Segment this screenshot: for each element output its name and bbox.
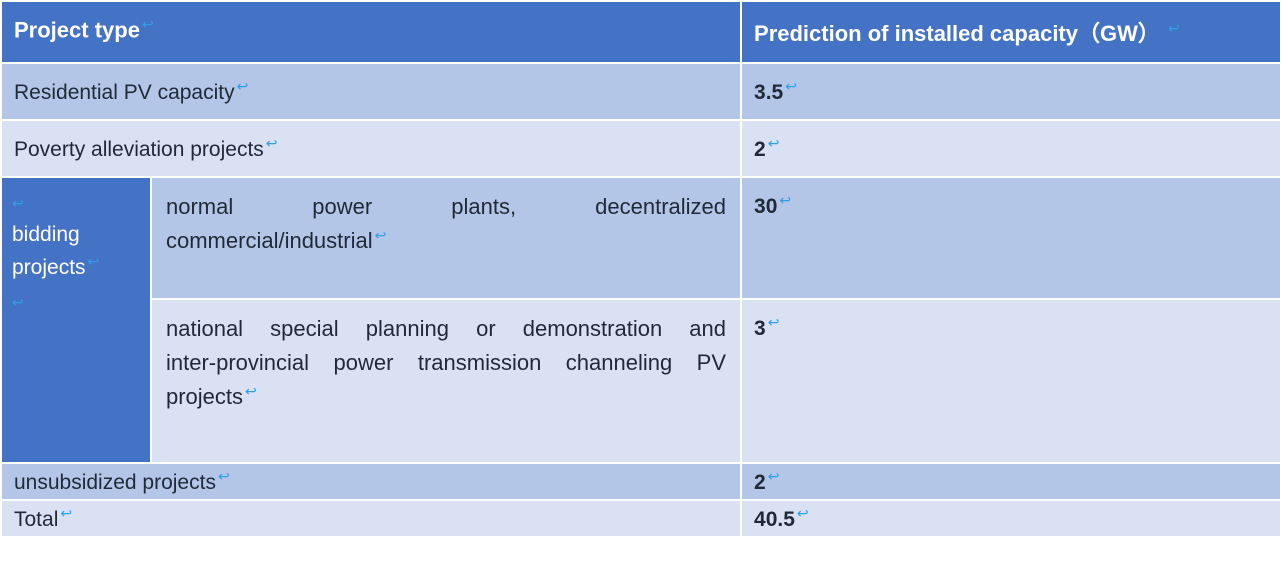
unsub-value-text: 2	[754, 471, 766, 494]
para-mark-icon: ↩	[797, 505, 809, 521]
row-bidding-sub1: ↩ bidding projects↩ ↩ normal power plant…	[1, 177, 1281, 299]
cell-poverty-label: Poverty alleviation projects↩	[1, 120, 741, 177]
cell-poverty-value: 2↩	[741, 120, 1281, 177]
table-header-row: Project type↩ Prediction of installed ca…	[1, 1, 1281, 63]
cell-bidding-side: ↩ bidding projects↩ ↩	[1, 177, 151, 463]
col-prediction: Prediction of installed capacity（GW） ↩	[741, 1, 1281, 63]
cell-total-value: 40.5↩	[741, 500, 1281, 537]
row-residential: Residential PV capacity↩ 3.5↩	[1, 63, 1281, 120]
para-mark-icon: ↩	[142, 16, 154, 32]
total-label-text: Total	[14, 508, 58, 531]
residential-label-text: Residential PV capacity	[14, 81, 235, 104]
bidding-sub1-value-text: 30	[754, 195, 777, 218]
row-bidding-sub2: national special planning or demonstrati…	[1, 299, 1281, 463]
para-mark-icon: ↩	[785, 78, 797, 94]
cell-bidding-sub2-desc: national special planning or demonstrati…	[151, 299, 741, 463]
col-project-type: Project type↩	[1, 1, 741, 63]
para-mark-icon: ↩	[88, 253, 100, 269]
para-mark-icon: ↩	[375, 227, 387, 243]
para-mark-icon: ↩	[779, 192, 791, 208]
cell-residential-value: 3.5↩	[741, 63, 1281, 120]
cell-bidding-sub1-value: 30↩	[741, 177, 1281, 299]
row-total: Total↩ 40.5↩	[1, 500, 1281, 537]
para-mark-icon: ↩	[768, 135, 780, 151]
para-mark-icon: ↩	[266, 135, 278, 151]
cell-bidding-sub1-desc: normal power plants, decentralized comme…	[151, 177, 741, 299]
para-mark-icon: ↩	[218, 468, 230, 484]
bidding-sub2-line1: national special planning or demonstrati…	[166, 312, 726, 346]
poverty-value-text: 2	[754, 138, 766, 161]
bidding-sub1-line1: normal power plants, decentralized	[166, 190, 726, 224]
bidding-side-line2: bidding	[12, 223, 80, 246]
row-unsubsidized: unsubsidized projects↩ 2↩	[1, 463, 1281, 500]
cell-bidding-sub2-value: 3↩	[741, 299, 1281, 463]
para-mark-icon: ↩	[60, 505, 72, 521]
col-prediction-label: Prediction of installed capacity（GW）	[754, 21, 1160, 46]
para-mark-icon: ↩	[12, 195, 24, 211]
cell-unsub-label: unsubsidized projects↩	[1, 463, 741, 500]
poverty-label-text: Poverty alleviation projects	[14, 138, 264, 161]
bidding-sub2-line3: projects	[166, 384, 243, 409]
cell-unsub-value: 2↩	[741, 463, 1281, 500]
unsub-label-text: unsubsidized projects	[14, 471, 216, 494]
bidding-sub1-line2: commercial/industrial	[166, 228, 373, 253]
cell-total-label: Total↩	[1, 500, 741, 537]
bidding-sub2-line2: inter-provincial power transmission chan…	[166, 346, 726, 380]
pv-capacity-table: Project type↩ Prediction of installed ca…	[0, 0, 1282, 538]
col-project-type-label: Project type	[14, 17, 140, 42]
row-poverty: Poverty alleviation projects↩ 2↩	[1, 120, 1281, 177]
residential-value-text: 3.5	[754, 81, 783, 104]
bidding-sub2-value-text: 3	[754, 317, 766, 340]
para-mark-icon: ↩	[1168, 20, 1180, 36]
cell-residential-label: Residential PV capacity↩	[1, 63, 741, 120]
para-mark-icon: ↩	[245, 383, 257, 399]
para-mark-icon: ↩	[768, 314, 780, 330]
total-value-text: 40.5	[754, 508, 795, 531]
para-mark-icon: ↩	[237, 78, 249, 94]
bidding-side-line3: projects	[12, 256, 86, 279]
para-mark-icon: ↩	[12, 294, 24, 310]
para-mark-icon: ↩	[768, 468, 780, 484]
